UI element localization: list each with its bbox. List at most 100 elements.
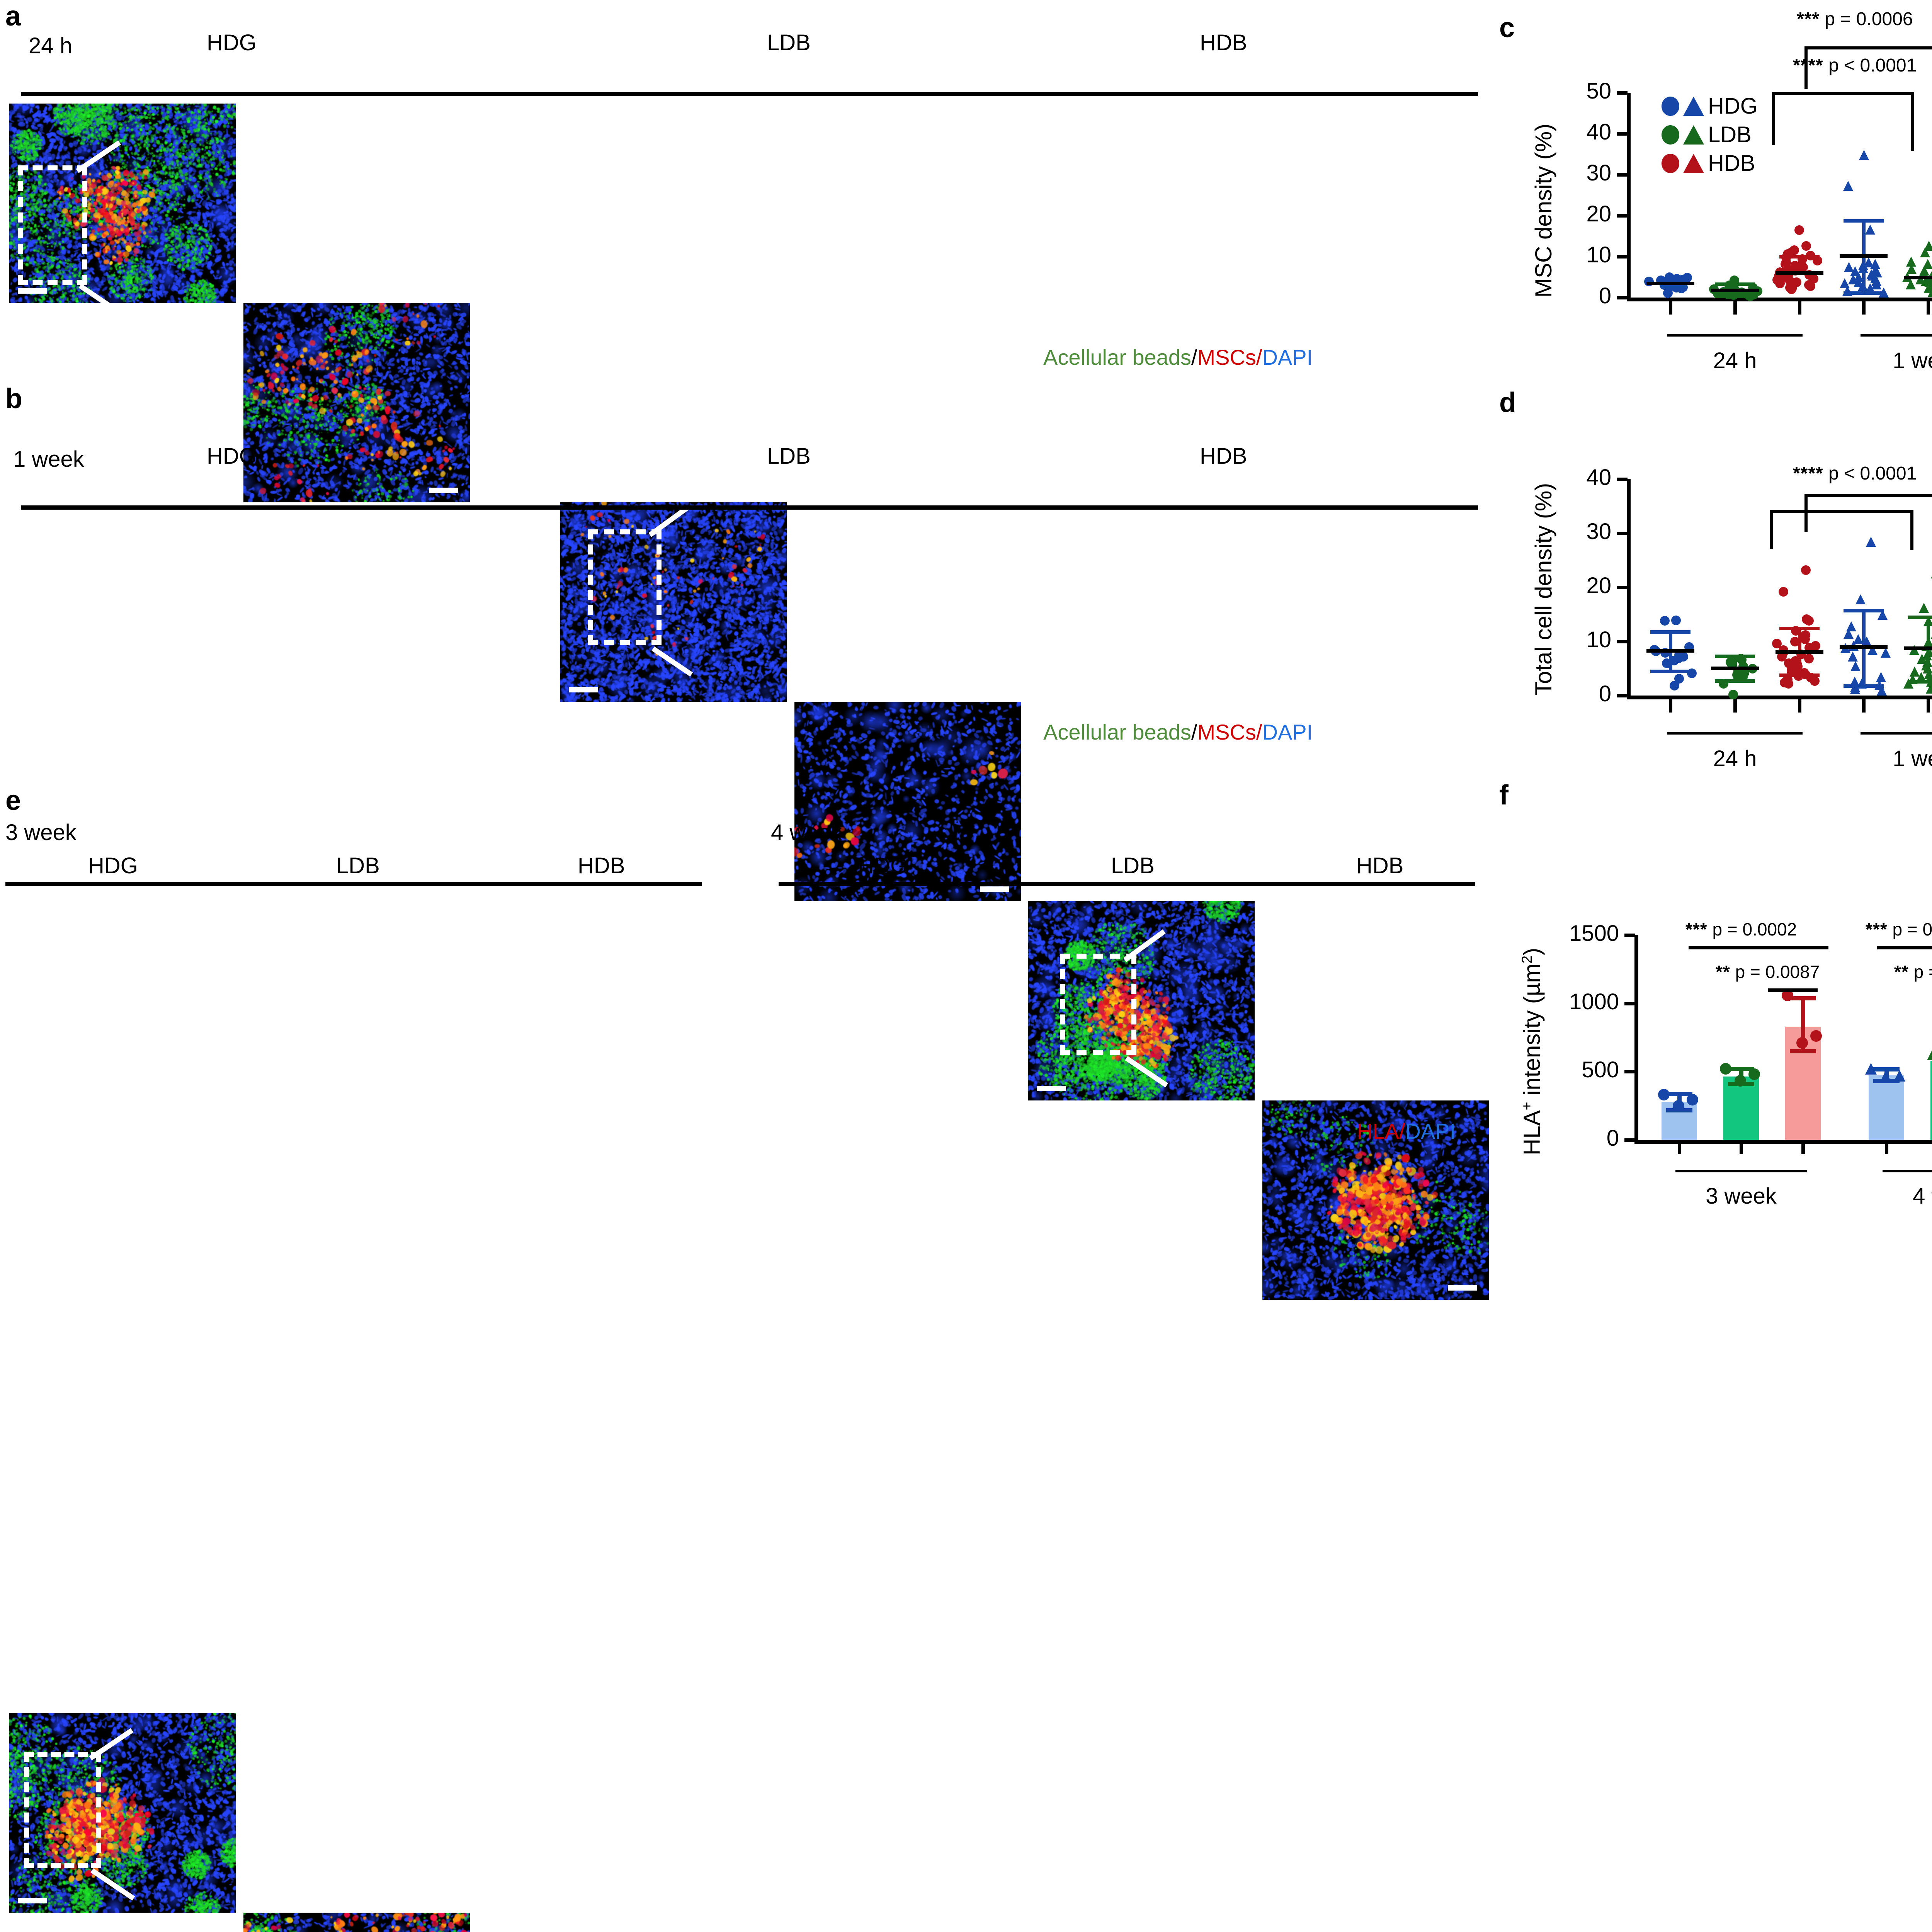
bar-4week-HDG (1869, 1075, 1904, 1140)
data-point-triangle (1926, 683, 1932, 694)
panel-e-3week-col-hdg: HDG (88, 853, 138, 878)
mean-line (1904, 646, 1932, 650)
y-tick-label: 50 (1586, 78, 1611, 104)
y-tick-label: 1000 (1569, 989, 1619, 1014)
y-tick-label: 0 (1599, 681, 1611, 706)
data-point-circle (1813, 256, 1823, 266)
x-tick (1798, 301, 1801, 315)
x-tick (1669, 699, 1673, 713)
significance-annotation-4w-2: ** p = 0.0044 (1894, 961, 1932, 982)
legend-circle-marker (1662, 97, 1679, 116)
mean-line (1775, 271, 1823, 275)
chart-panel-c: 0 10 20 30 40 50 MSC density (%) 24 h 1 week HDG L… (1499, 0, 1932, 383)
error-bar-cap-top (1728, 1067, 1754, 1071)
x-tick (1927, 699, 1930, 713)
significance-bar-4w-1 (1877, 946, 1932, 949)
legend-acellular-beads: Acellular beads (1043, 720, 1191, 744)
legend-dapi: DAPI (1262, 345, 1313, 369)
panel-b-col-hdg: HDG (207, 444, 257, 469)
roi-dashed-box (588, 529, 662, 645)
error-bar-cap-top (1790, 996, 1816, 1000)
scale-bar (1037, 1086, 1066, 1091)
error-bar-cap-top (1908, 616, 1932, 619)
panel-b-col-ldb: LDB (767, 444, 811, 469)
panel-b-legend: Acellular beads/MSCs/DAPI (1043, 719, 1313, 745)
error-bar-cap-top (1666, 1092, 1692, 1096)
micrograph-a-ldb-overview (560, 502, 787, 702)
y-axis-label: MSC density (%) (1531, 123, 1556, 298)
y-axis-label: Total cell density (%) (1531, 483, 1556, 696)
y-tick (1617, 214, 1628, 218)
y-tick-label: 0 (1606, 1126, 1619, 1151)
micrograph-a-hdg-zoom (243, 303, 470, 502)
panel-e-3week-rule (5, 882, 702, 886)
data-point-circle (1738, 672, 1748, 682)
data-point-circle (1669, 681, 1679, 691)
data-point-triangle (1866, 537, 1876, 547)
data-point-circle (1719, 679, 1729, 689)
x-group-label: 4 week (1913, 1184, 1932, 1209)
panel-letter-d: d (1499, 387, 1516, 418)
error-bar-cap-top (1715, 654, 1755, 658)
mean-line (1775, 650, 1823, 654)
y-tick-label: 500 (1582, 1057, 1619, 1083)
mean-line (1646, 281, 1695, 285)
x-group-label: 1 week (1893, 746, 1932, 771)
data-point-circle (1810, 1030, 1822, 1042)
data-point-triangle (1850, 684, 1860, 694)
data-point-triangle (1877, 610, 1888, 620)
panel-b-col-hdb: HDB (1200, 444, 1247, 469)
data-point-circle (1671, 615, 1681, 625)
legend-sep: / (1399, 1119, 1405, 1143)
y-tick (1617, 255, 1628, 259)
data-point-circle (1794, 671, 1804, 681)
panel-letter-b: b (5, 383, 22, 414)
data-point-circle (1786, 284, 1796, 294)
data-point-circle (1810, 676, 1820, 686)
legend-sep-1: / (1191, 720, 1197, 744)
x-group-rule (1675, 1170, 1807, 1172)
y-tick (1617, 478, 1628, 481)
data-point-circle (1783, 679, 1793, 689)
data-point-circle (1673, 1100, 1684, 1112)
data-point-triangle (1927, 287, 1932, 297)
panel-e-legend: HLA/DAPI (1357, 1119, 1456, 1144)
scale-bar (18, 1898, 47, 1903)
y-axis (1627, 479, 1631, 696)
error-bar-cap-top (1873, 1067, 1900, 1072)
y-tick (1617, 91, 1628, 95)
legend-item-ldb: LDB (1662, 124, 1752, 146)
data-point-circle (1805, 281, 1815, 291)
roi-dashed-box (24, 1752, 101, 1868)
y-tick-label: 10 (1586, 242, 1611, 267)
x-axis (1627, 696, 1932, 699)
significance-stars: ** (1716, 962, 1730, 982)
legend-mscs: MSCs (1197, 720, 1256, 744)
x-tick (1798, 699, 1801, 713)
significance-stars: *** (1797, 9, 1820, 29)
x-axis (1634, 1140, 1932, 1144)
data-point-circle (1663, 288, 1673, 298)
significance-stars: **** (1793, 55, 1823, 76)
legend-triangle-marker (1683, 154, 1704, 173)
panel-e-4week-timepoint: 4 week (771, 820, 842, 845)
error-bar-vertical (1801, 998, 1805, 1051)
error-bar-cap-bottom (1715, 679, 1755, 683)
y-axis (1634, 935, 1638, 1141)
x-group-rule (1883, 1170, 1932, 1172)
panel-e-3week-timepoint: 3 week (5, 820, 77, 845)
panel-e-3week-col-ldb: LDB (336, 853, 380, 878)
y-tick-label: 20 (1586, 201, 1611, 226)
micrograph-b-hdg-zoom (243, 1913, 470, 1932)
data-point-triangle (1918, 603, 1929, 613)
panel-a-col-ldb: LDB (767, 30, 811, 55)
panel-a-legend: Acellular beads/MSCs/DAPI (1043, 345, 1313, 370)
data-point-triangle (1865, 1063, 1877, 1075)
legend-sep-2: / (1256, 345, 1262, 369)
data-point-triangle (1865, 283, 1876, 293)
y-tick-label: 30 (1586, 160, 1611, 185)
y-tick (1617, 532, 1628, 535)
chart-panel-d: 0 10 20 30 40 Total cell density (%) 24 h 1 wee… (1499, 386, 1932, 773)
legend-acellular-beads: Acellular beads (1043, 345, 1191, 369)
y-tick-label: 30 (1586, 519, 1611, 544)
